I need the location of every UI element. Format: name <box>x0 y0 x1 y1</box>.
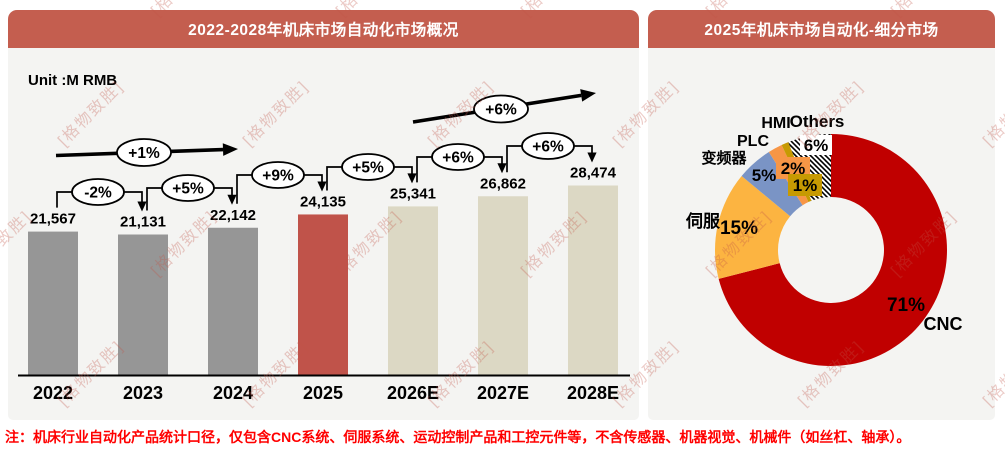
bar-chart-title: 2022-2028年机床市场自动化市场概况 <box>188 22 459 39</box>
footnote: 注：机床行业自动化产品统计口径，仅包含CNC系统、伺服系统、运动控制产品和工控元… <box>5 429 911 445</box>
donut-chart-panel: 2025年机床市场自动化-细分市场 <box>648 10 995 420</box>
bar-chart-title-bar: 2022-2028年机床市场自动化市场概况 <box>8 10 639 48</box>
donut-chart-title: 2025年机床市场自动化-细分市场 <box>704 22 939 39</box>
bar-chart-panel: 2022-2028年机床市场自动化市场概况 Unit :M RMB <box>8 10 639 420</box>
donut-chart-title-bar: 2025年机床市场自动化-细分市场 <box>648 10 995 48</box>
unit-label: Unit :M RMB <box>28 72 118 89</box>
